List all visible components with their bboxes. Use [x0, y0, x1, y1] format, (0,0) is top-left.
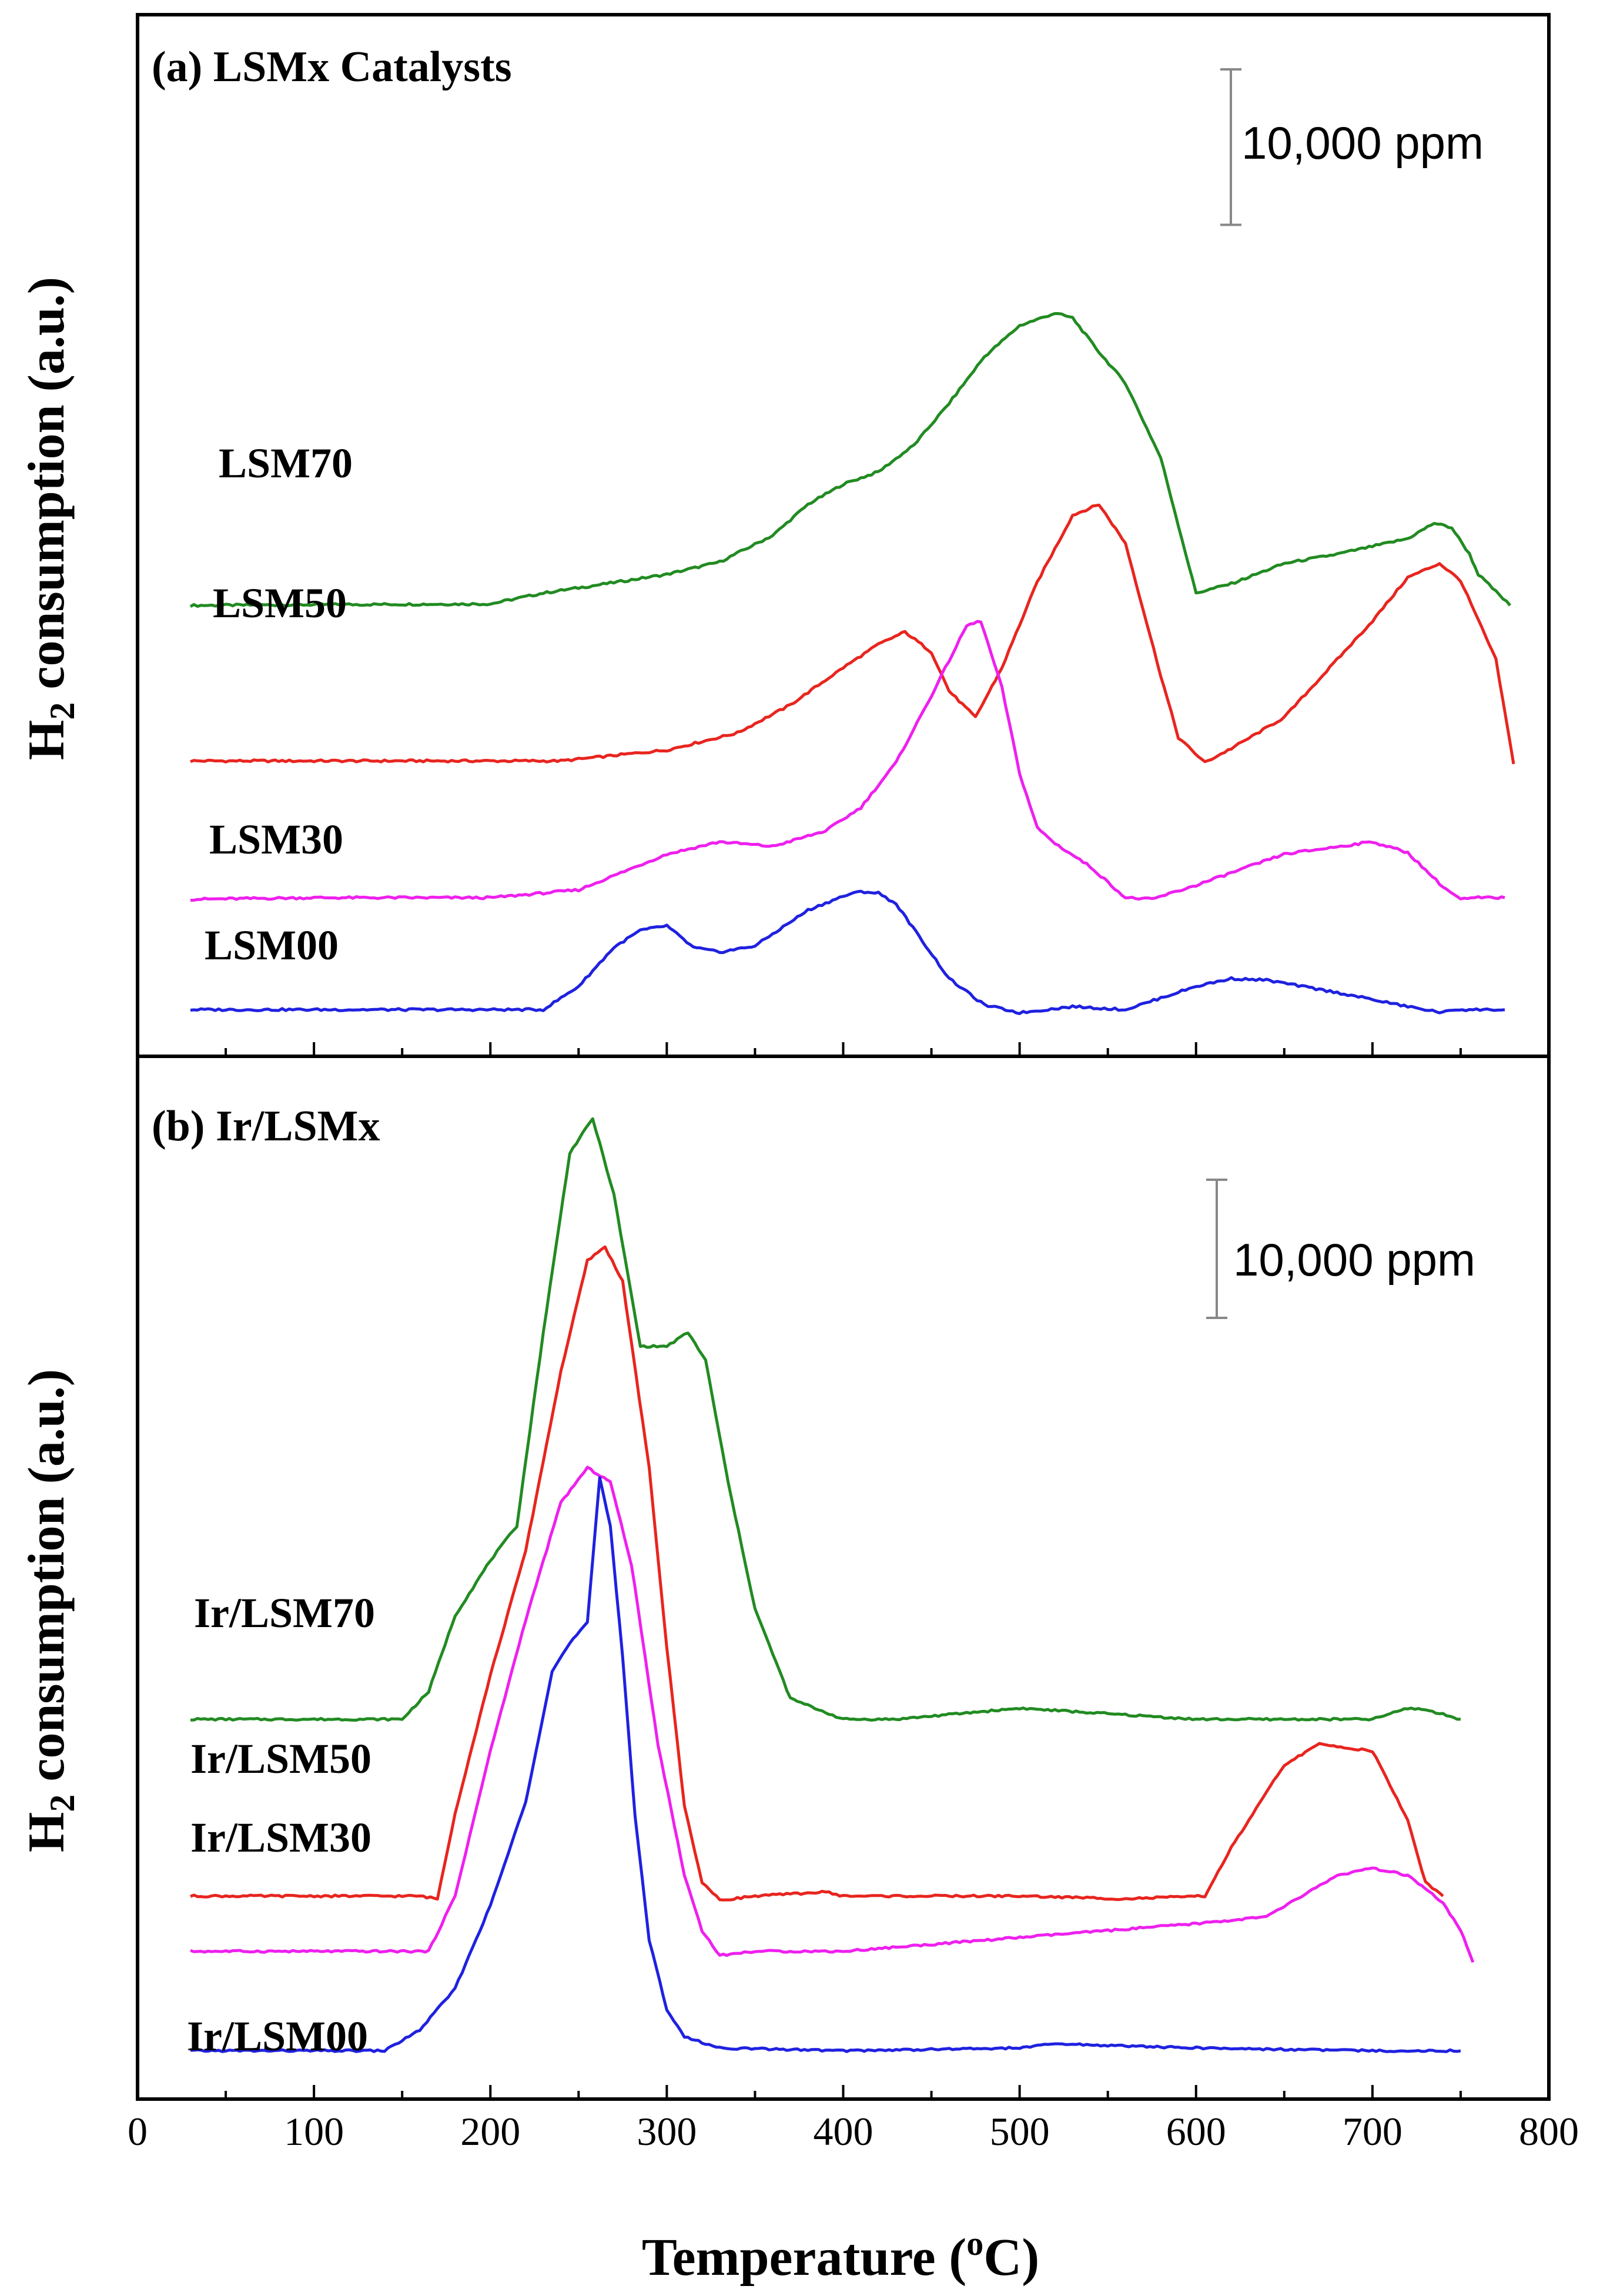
series-line-ir-lsm70 — [190, 1117, 1461, 1722]
x-tick-label: 200 — [460, 2109, 520, 2154]
panel-a-ticks — [136, 1042, 1550, 1056]
x-tick-label: 0 — [128, 2109, 148, 2154]
series-line-lsm50 — [190, 503, 1515, 765]
panel-a: (a) LSMx Catalysts 10,000 ppm LSM70 LSM50… — [136, 13, 1551, 1058]
panel-b-scale-label: 10,000 ppm — [1233, 1234, 1475, 1286]
series-line-ir-lsm30 — [190, 1465, 1475, 1963]
x-tick-label: 700 — [1343, 2109, 1403, 2154]
panel-b-series-group — [190, 1117, 1475, 2053]
panel-a-labels-group: LSM70 LSM50 LSM30 LSM00 — [205, 440, 353, 969]
x-tick-label: 100 — [284, 2109, 344, 2154]
panel-b-ylabel: H2 consumption (a.u.) — [18, 1369, 82, 1852]
panel-b-scale-bar — [1206, 1179, 1227, 1319]
panel-b-tick-labels: 0 100 200 300 400 500 600 700 800 — [128, 2109, 1579, 2154]
panel-a-frame — [136, 13, 1551, 1058]
x-tick-label: 600 — [1166, 2109, 1226, 2154]
x-axis-label: Temperature (oC) — [642, 2224, 1039, 2287]
series-label-lsm50: LSM50 — [213, 580, 347, 627]
x-tick-label: 400 — [814, 2109, 873, 2154]
panel-b-ticks — [136, 2085, 1550, 2099]
series-line-ir-lsm00 — [190, 1476, 1461, 2053]
series-label-ir-lsm00: Ir/LSM00 — [187, 2013, 368, 2060]
panel-b-labels-group: Ir/LSM70 Ir/LSM50 Ir/LSM30 Ir/LSM00 — [187, 1589, 375, 2060]
panel-a-scale-label: 10,000 ppm — [1241, 117, 1484, 169]
series-line-lsm30 — [190, 620, 1505, 902]
panel-a-title: (a) LSMx Catalysts — [152, 43, 512, 91]
x-tick-label: 800 — [1519, 2109, 1579, 2154]
series-line-lsm70 — [189, 312, 1511, 608]
panel-b-title: (b) Ir/LSMx — [152, 1102, 380, 1150]
series-label-lsm70: LSM70 — [219, 440, 353, 487]
x-tick-label: 500 — [990, 2109, 1050, 2154]
series-label-ir-lsm70: Ir/LSM70 — [194, 1589, 375, 1636]
series-label-ir-lsm30: Ir/LSM30 — [190, 1814, 371, 1861]
panel-a-scale-bar — [1220, 68, 1241, 226]
series-label-lsm00: LSM00 — [205, 922, 339, 969]
panel-b: (b) Ir/LSMx 10,000 ppm Ir/LSM70Ir/LSM50I… — [128, 1055, 1579, 2154]
series-line-ir-lsm50 — [190, 1245, 1444, 1902]
panel-a-series-group — [189, 312, 1515, 1015]
series-label-ir-lsm50: Ir/LSM50 — [190, 1735, 371, 1782]
panel-b-frame — [136, 1055, 1551, 2101]
x-tick-label: 300 — [637, 2109, 697, 2154]
series-line-lsm00 — [190, 889, 1505, 1015]
series-label-lsm30: LSM30 — [209, 816, 343, 863]
panel-a-ylabel: H2 consumption (a.u.) — [18, 277, 82, 760]
